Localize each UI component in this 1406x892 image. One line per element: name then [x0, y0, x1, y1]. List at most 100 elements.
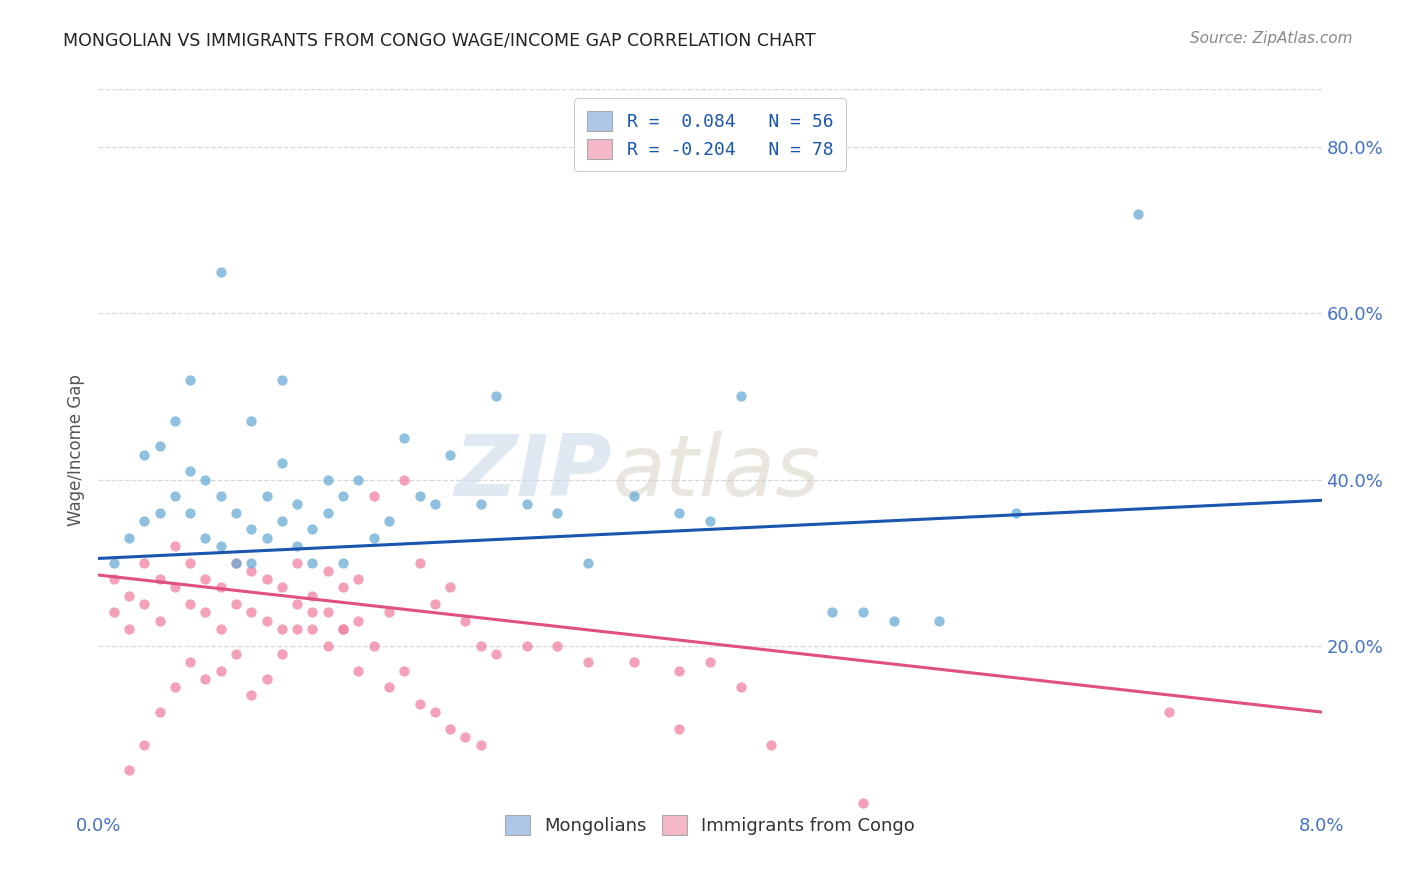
Point: [285, 539, 308, 553]
Point: [699, 514, 721, 528]
Point: [103, 556, 125, 570]
Point: [285, 597, 308, 611]
Point: [623, 489, 645, 503]
Point: [179, 373, 201, 387]
Point: [163, 414, 186, 428]
Point: [378, 680, 401, 694]
Point: [240, 606, 263, 620]
Point: [1128, 207, 1150, 221]
Point: [285, 498, 308, 512]
Point: [301, 622, 323, 636]
Text: Source: ZipAtlas.com: Source: ZipAtlas.com: [1189, 31, 1353, 46]
Point: [134, 556, 156, 570]
Point: [149, 572, 172, 586]
Point: [485, 389, 508, 403]
Point: [378, 514, 401, 528]
Point: [423, 705, 446, 719]
Point: [225, 647, 247, 661]
Point: [134, 514, 156, 528]
Point: [209, 581, 232, 595]
Point: [347, 572, 370, 586]
Point: [576, 655, 599, 669]
Point: [149, 614, 172, 628]
Point: [149, 439, 172, 453]
Point: [668, 506, 690, 520]
Point: [209, 622, 232, 636]
Point: [240, 556, 263, 570]
Point: [546, 639, 568, 653]
Point: [316, 639, 339, 653]
Point: [256, 489, 278, 503]
Point: [408, 489, 430, 503]
Point: [301, 522, 323, 536]
Point: [118, 531, 141, 545]
Point: [470, 739, 492, 753]
Point: [225, 556, 247, 570]
Point: [316, 506, 339, 520]
Point: [347, 664, 370, 678]
Point: [301, 556, 323, 570]
Point: [118, 589, 141, 603]
Point: [225, 506, 247, 520]
Point: [194, 672, 217, 686]
Legend: Mongolians, Immigrants from Congo: Mongolians, Immigrants from Congo: [498, 808, 922, 842]
Point: [470, 498, 492, 512]
Point: [516, 639, 538, 653]
Point: [730, 680, 752, 694]
Point: [1004, 506, 1026, 520]
Point: [270, 581, 294, 595]
Point: [883, 614, 905, 628]
Point: [1157, 705, 1180, 719]
Text: MONGOLIAN VS IMMIGRANTS FROM CONGO WAGE/INCOME GAP CORRELATION CHART: MONGOLIAN VS IMMIGRANTS FROM CONGO WAGE/…: [63, 31, 815, 49]
Point: [270, 647, 294, 661]
Point: [852, 797, 875, 811]
Text: atlas: atlas: [612, 431, 820, 514]
Point: [439, 581, 461, 595]
Point: [821, 606, 844, 620]
Point: [225, 556, 247, 570]
Point: [163, 489, 186, 503]
Point: [301, 606, 323, 620]
Point: [240, 522, 263, 536]
Point: [730, 389, 752, 403]
Point: [256, 572, 278, 586]
Point: [423, 498, 446, 512]
Point: [285, 556, 308, 570]
Point: [347, 473, 370, 487]
Point: [134, 739, 156, 753]
Point: [225, 597, 247, 611]
Point: [163, 581, 186, 595]
Text: ZIP: ZIP: [454, 431, 612, 514]
Point: [285, 622, 308, 636]
Point: [194, 473, 217, 487]
Point: [240, 414, 263, 428]
Point: [316, 564, 339, 578]
Point: [392, 664, 416, 678]
Point: [363, 639, 385, 653]
Point: [149, 506, 172, 520]
Point: [256, 531, 278, 545]
Point: [516, 498, 538, 512]
Point: [439, 722, 461, 736]
Point: [134, 448, 156, 462]
Point: [270, 456, 294, 470]
Point: [623, 655, 645, 669]
Point: [439, 448, 461, 462]
Point: [256, 672, 278, 686]
Point: [134, 597, 156, 611]
Point: [392, 473, 416, 487]
Point: [194, 606, 217, 620]
Point: [179, 464, 201, 478]
Point: [209, 539, 232, 553]
Point: [485, 647, 508, 661]
Point: [852, 606, 875, 620]
Point: [454, 614, 477, 628]
Point: [209, 664, 232, 678]
Point: [423, 597, 446, 611]
Point: [928, 614, 950, 628]
Point: [179, 506, 201, 520]
Point: [316, 473, 339, 487]
Point: [332, 489, 354, 503]
Point: [378, 606, 401, 620]
Point: [363, 531, 385, 545]
